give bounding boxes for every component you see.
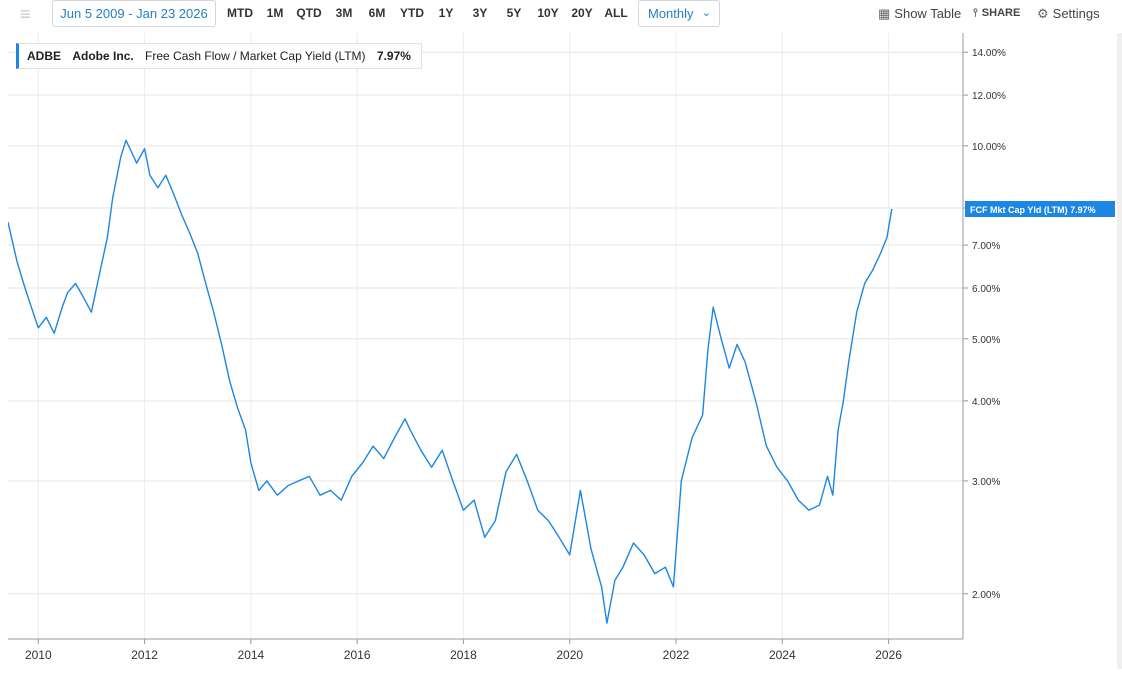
x-tick-label: 2010: [25, 648, 52, 662]
range-button-6m[interactable]: 6M: [368, 6, 386, 20]
scrollbar[interactable]: [1117, 33, 1122, 669]
range-button-1m[interactable]: 1M: [266, 6, 284, 20]
legend-value: 7.97%: [376, 49, 411, 63]
collapse-menu-icon[interactable]: ≡: [20, 4, 31, 24]
share-button[interactable]: ⫯ SHARE: [973, 0, 1020, 27]
x-tick-label: 2016: [344, 648, 371, 662]
y-tick-label: 4.00%: [972, 397, 1000, 408]
frequency-value: Monthly: [648, 6, 694, 21]
x-tick-label: 2020: [556, 648, 583, 662]
gear-icon: ⚙: [1037, 6, 1049, 21]
x-tick-label: 2024: [769, 648, 796, 662]
range-button-3y[interactable]: 3Y: [472, 6, 488, 20]
legend-ticker: ADBE: [27, 49, 62, 63]
legend-company: Adobe Inc.: [72, 49, 134, 63]
y-tick-label: 7.00%: [972, 241, 1000, 252]
y-tick-label: 2.00%: [972, 590, 1000, 601]
range-button-mtd[interactable]: MTD: [227, 6, 253, 20]
settings-label: Settings: [1052, 6, 1100, 21]
table-icon: ▦: [878, 6, 891, 21]
x-tick-label: 2026: [875, 648, 902, 662]
end-value-badge: [965, 200, 1115, 217]
chart-legend: ADBE Adobe Inc. Free Cash Flow / Market …: [16, 43, 422, 69]
chart-area[interactable]: 2.00% 3.00% 4.00% 5.00% 6.00% 7.00% 10.00% 12.0…: [7, 33, 1118, 669]
range-button-ytd[interactable]: YTD: [400, 6, 424, 20]
y-tick-label: 10.00%: [972, 142, 1006, 153]
show-table-button[interactable]: ▦ Show Table: [878, 0, 961, 27]
range-button-5y[interactable]: 5Y: [506, 6, 522, 20]
range-button-qtd[interactable]: QTD: [296, 6, 322, 20]
date-range-picker[interactable]: Jun 5 2009 - Jan 23 2026: [52, 0, 216, 27]
x-tick-label: 2012: [131, 648, 158, 662]
line-chart: 2.00% 3.00% 4.00% 5.00% 6.00% 7.00% 10.00% 12.0…: [7, 33, 1115, 662]
x-tick-label: 2022: [663, 648, 690, 662]
end-value-label: FCF Mkt Cap Yld (LTM) 7.97%: [970, 205, 1096, 215]
share-label: SHARE: [981, 7, 1021, 19]
toolbar: ≡ Jun 5 2009 - Jan 23 2026 MTD 1M QTD 3M…: [0, 0, 1122, 30]
frequency-dropdown[interactable]: Monthly ⌄: [638, 0, 720, 27]
range-button-all[interactable]: ALL: [604, 6, 628, 20]
share-icon: ⫯: [973, 7, 978, 19]
y-tick-label: 3.00%: [972, 477, 1000, 488]
y-tick-label: 5.00%: [972, 335, 1000, 346]
range-button-1y[interactable]: 1Y: [438, 6, 454, 20]
show-table-label: Show Table: [894, 6, 962, 21]
y-tick-label: 14.00%: [972, 48, 1006, 59]
chevron-down-icon: ⌄: [701, 7, 711, 19]
series-line: [7, 139, 893, 624]
y-tick-label: 12.00%: [972, 91, 1006, 102]
y-tick-label: 6.00%: [972, 284, 1000, 295]
range-button-10y[interactable]: 10Y: [537, 6, 559, 20]
range-button-20y[interactable]: 20Y: [571, 6, 593, 20]
legend-metric: Free Cash Flow / Market Cap Yield (LTM): [145, 49, 366, 63]
x-tick-label: 2014: [238, 648, 265, 662]
settings-button[interactable]: ⚙ Settings: [1037, 0, 1100, 27]
x-tick-label: 2018: [450, 648, 477, 662]
range-button-3m[interactable]: 3M: [335, 6, 353, 20]
